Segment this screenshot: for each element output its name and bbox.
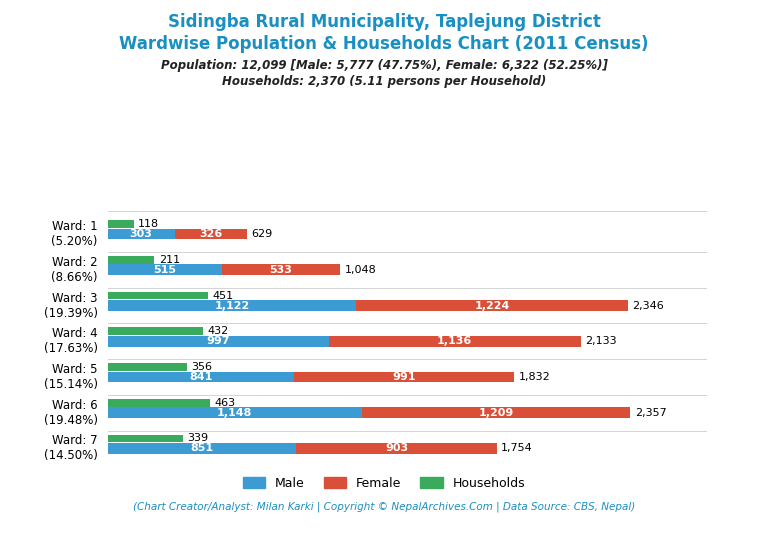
Text: 356: 356 <box>191 362 212 372</box>
Bar <box>108 399 210 407</box>
Text: 1,209: 1,209 <box>478 408 514 418</box>
Text: 2,133: 2,133 <box>585 336 617 346</box>
Bar <box>108 264 222 275</box>
Bar <box>108 443 296 454</box>
Bar <box>108 292 207 300</box>
Bar <box>329 336 581 347</box>
Legend: Male, Female, Households: Male, Female, Households <box>237 472 531 495</box>
Text: Wardwise Population & Households Chart (2011 Census): Wardwise Population & Households Chart (… <box>119 35 649 53</box>
Text: 303: 303 <box>130 229 153 239</box>
Text: 841: 841 <box>189 372 213 382</box>
Text: 851: 851 <box>190 443 214 453</box>
Bar <box>356 300 628 311</box>
Text: 211: 211 <box>159 255 180 265</box>
Bar <box>108 327 204 335</box>
Bar <box>108 220 134 228</box>
Text: Population: 12,099 [Male: 5,777 (47.75%), Female: 6,322 (52.25%)]: Population: 12,099 [Male: 5,777 (47.75%)… <box>161 59 607 72</box>
Text: 991: 991 <box>392 372 415 382</box>
Bar <box>108 229 175 240</box>
Text: 997: 997 <box>207 336 230 346</box>
Text: 1,148: 1,148 <box>217 408 253 418</box>
Text: 339: 339 <box>187 434 208 443</box>
Text: 2,346: 2,346 <box>633 301 664 310</box>
Bar <box>362 407 631 418</box>
Text: 2,357: 2,357 <box>635 408 667 418</box>
Text: 432: 432 <box>208 326 229 336</box>
Text: Sidingba Rural Municipality, Taplejung District: Sidingba Rural Municipality, Taplejung D… <box>167 13 601 32</box>
Text: 118: 118 <box>138 219 159 229</box>
Bar <box>108 435 183 442</box>
Text: 1,754: 1,754 <box>501 443 533 453</box>
Text: Households: 2,370 (5.11 persons per Household): Households: 2,370 (5.11 persons per Hous… <box>222 75 546 88</box>
Bar <box>108 300 356 311</box>
Bar <box>222 264 340 275</box>
Bar <box>294 371 514 382</box>
Text: 1,224: 1,224 <box>475 301 510 310</box>
Text: 1,122: 1,122 <box>214 301 250 310</box>
Text: 1,048: 1,048 <box>345 265 376 275</box>
Text: 533: 533 <box>270 265 293 275</box>
Bar <box>108 256 154 264</box>
Bar <box>175 229 247 240</box>
Text: 1,136: 1,136 <box>437 336 472 346</box>
Text: 326: 326 <box>199 229 223 239</box>
Text: 1,832: 1,832 <box>518 372 550 382</box>
Text: 463: 463 <box>215 398 236 408</box>
Text: 515: 515 <box>153 265 176 275</box>
Bar <box>108 371 294 382</box>
Text: 451: 451 <box>212 291 233 301</box>
Bar <box>108 363 187 371</box>
Bar <box>108 407 362 418</box>
Text: (Chart Creator/Analyst: Milan Karki | Copyright © NepalArchives.Com | Data Sourc: (Chart Creator/Analyst: Milan Karki | Co… <box>133 501 635 512</box>
Text: 903: 903 <box>385 443 408 453</box>
Bar <box>108 336 329 347</box>
Bar <box>296 443 497 454</box>
Text: 629: 629 <box>251 229 273 239</box>
